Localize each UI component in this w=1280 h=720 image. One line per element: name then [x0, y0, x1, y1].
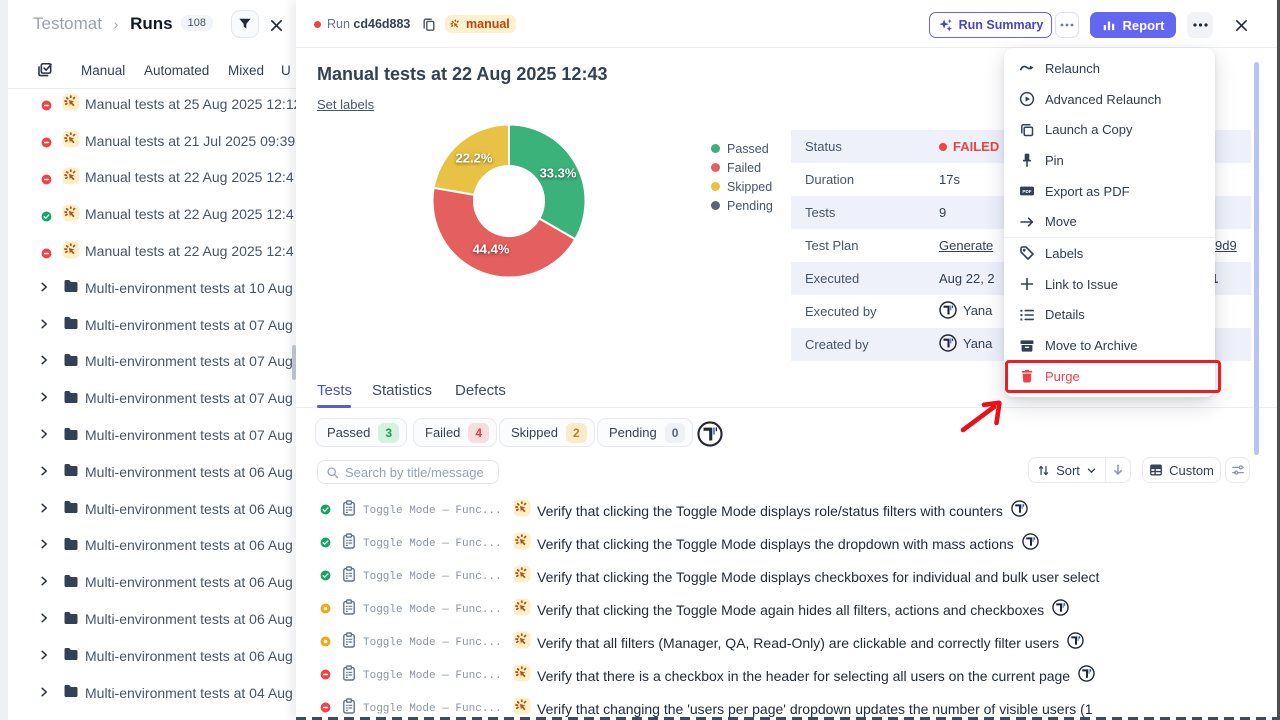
svg-text:PDF: PDF [1022, 189, 1031, 194]
